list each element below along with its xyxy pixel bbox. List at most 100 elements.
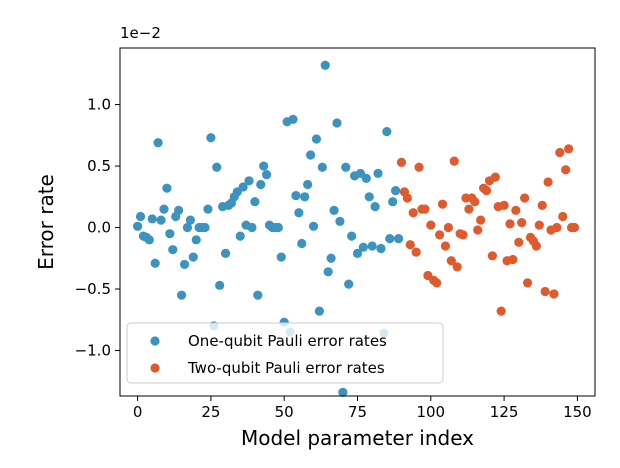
data-point-series-2	[426, 220, 436, 230]
data-point-series-1	[364, 192, 374, 202]
data-point-series-1	[329, 205, 339, 215]
x-tick-label: 0	[133, 403, 143, 421]
data-point-series-1	[238, 182, 248, 192]
data-point-series-1	[168, 245, 178, 255]
data-point-series-1	[144, 235, 154, 245]
data-point-series-2	[508, 254, 518, 265]
data-point-series-1	[388, 197, 398, 207]
data-point-series-1	[341, 162, 351, 172]
data-point-series-2	[540, 286, 550, 297]
data-point-series-2	[411, 247, 421, 257]
y-tick-label: 0.5	[87, 157, 111, 175]
data-point-series-2	[561, 165, 571, 175]
data-point-series-1	[317, 162, 327, 172]
data-point-series-1	[303, 179, 313, 190]
x-tick-label: 125	[490, 403, 519, 421]
y-axis-label: Error rate	[34, 174, 58, 270]
data-point-series-2	[473, 225, 483, 235]
x-tick-label: 100	[416, 403, 445, 421]
data-point-series-1	[347, 231, 357, 241]
data-point-series-1	[308, 221, 319, 231]
data-point-series-2	[558, 211, 568, 222]
data-point-series-2	[458, 230, 468, 240]
data-point-series-2	[520, 193, 530, 203]
data-point-series-2	[420, 204, 430, 214]
x-tick-label: 25	[201, 403, 220, 421]
data-point-series-1	[367, 241, 377, 251]
data-point-series-1	[393, 234, 404, 244]
data-point-series-1	[179, 259, 190, 270]
y-axis-offset-text: 1e−2	[120, 24, 161, 42]
data-points	[132, 60, 580, 397]
data-point-series-2	[449, 156, 459, 166]
data-point-series-1	[200, 222, 210, 233]
data-point-series-2	[564, 144, 574, 154]
data-point-series-2	[481, 186, 492, 196]
y-tick-label: −1.0	[75, 342, 111, 360]
data-point-series-1	[326, 253, 336, 263]
data-point-series-1	[323, 267, 333, 277]
data-point-series-1	[358, 242, 368, 252]
data-point-series-2	[440, 241, 451, 251]
data-point-series-1	[150, 258, 160, 268]
data-point-series-1	[259, 161, 269, 171]
data-point-series-1	[373, 168, 383, 179]
data-point-series-2	[569, 222, 580, 233]
data-point-series-2	[487, 251, 497, 261]
y-tick-label: −0.5	[75, 280, 111, 298]
data-point-series-2	[490, 172, 500, 182]
data-point-series-1	[391, 186, 401, 196]
data-point-series-1	[247, 222, 257, 233]
data-point-series-1	[344, 279, 354, 289]
data-point-series-1	[352, 248, 363, 258]
data-point-series-2	[443, 222, 453, 233]
data-point-series-1	[361, 173, 371, 183]
data-point-series-1	[376, 243, 386, 254]
data-point-series-1	[165, 229, 175, 239]
data-point-series-2	[452, 262, 462, 272]
data-point-series-2	[405, 240, 415, 250]
data-point-series-1	[203, 204, 213, 214]
data-point-series-2	[549, 289, 559, 299]
data-point-series-2	[522, 278, 533, 288]
legend-box	[126, 322, 444, 384]
data-point-series-2	[396, 157, 407, 167]
data-point-series-1	[332, 118, 342, 128]
legend-marker	[150, 336, 160, 346]
data-point-series-1	[188, 252, 198, 262]
data-point-series-1	[235, 231, 245, 241]
data-point-series-1	[300, 192, 310, 202]
data-point-series-1	[320, 60, 330, 70]
data-point-series-2	[476, 215, 486, 225]
data-point-series-1	[159, 204, 169, 214]
data-point-series-2	[514, 237, 524, 247]
data-point-series-1	[370, 202, 380, 212]
data-point-series-1	[305, 150, 316, 160]
x-axis-ticks: 0 25 50 75 100 125 150	[133, 396, 592, 421]
data-point-series-1	[162, 183, 172, 193]
data-point-series-2	[437, 199, 448, 209]
data-point-series-1	[182, 222, 193, 233]
data-point-series-2	[464, 204, 474, 214]
data-point-series-1	[250, 197, 260, 207]
data-point-series-2	[446, 256, 456, 266]
x-axis-label: Model parameter index	[241, 426, 474, 450]
data-point-series-2	[534, 220, 544, 230]
data-point-series-2	[470, 197, 480, 207]
data-point-series-1	[273, 222, 283, 233]
y-tick-label: 1.0	[87, 96, 111, 114]
data-point-series-2	[496, 306, 506, 316]
data-point-series-1	[153, 138, 163, 148]
x-tick-label: 50	[275, 403, 294, 421]
x-tick-label: 150	[563, 403, 592, 421]
data-point-series-2	[499, 200, 509, 210]
data-point-series-2	[434, 230, 445, 240]
data-point-series-2	[408, 208, 418, 218]
legend: One-qubit Pauli error rates Two-qubit Pau…	[126, 322, 444, 384]
x-tick-label: 75	[348, 403, 367, 421]
legend-marker	[150, 363, 160, 373]
data-point-series-1	[314, 306, 324, 316]
legend-entry: Two-qubit Pauli error rates	[187, 359, 385, 377]
data-point-series-1	[385, 234, 395, 244]
data-point-series-1	[156, 215, 166, 225]
